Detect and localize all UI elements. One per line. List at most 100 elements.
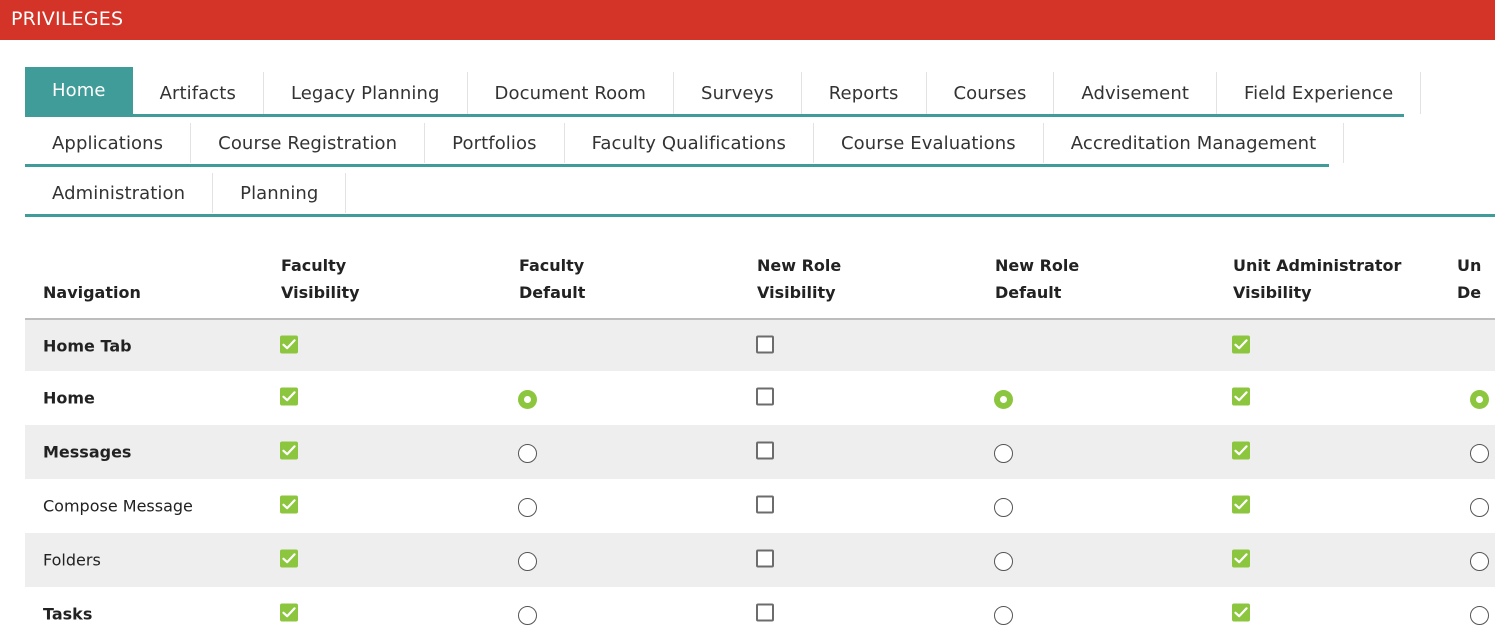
- unitadmin-default-radio[interactable]: [1470, 444, 1489, 464]
- row-label: Tasks: [43, 604, 93, 624]
- check-mark-icon: [1234, 553, 1248, 564]
- faculty-visibility-checkbox[interactable]: [280, 549, 298, 568]
- tab-surveys[interactable]: Surveys: [674, 72, 802, 114]
- unitadmin-visibility-checkbox[interactable]: [1232, 387, 1250, 406]
- faculty-default-radio[interactable]: [518, 390, 537, 410]
- faculty-default-radio[interactable]: [518, 444, 537, 464]
- check-mark-icon: [282, 445, 296, 456]
- newrole-default-radio[interactable]: [994, 498, 1013, 518]
- column-header-line2: Default: [995, 283, 1062, 302]
- column-header-navigation: Navigation: [43, 279, 141, 306]
- faculty-visibility-checkbox[interactable]: [280, 495, 298, 514]
- unitadmin-visibility-checkbox[interactable]: [1232, 495, 1250, 514]
- row-label: Home: [43, 388, 95, 408]
- newrole-visibility-checkbox[interactable]: [756, 335, 774, 354]
- unitadmin-default-radio[interactable]: [1470, 390, 1489, 410]
- row-label: Compose Message: [43, 496, 193, 516]
- column-header-unitadmin-visibility: Unit Administrator Visibility: [1233, 252, 1401, 306]
- column-header-unitadmin-default: Un De: [1457, 252, 1481, 306]
- check-mark-icon: [1234, 445, 1248, 456]
- newrole-visibility-checkbox[interactable]: [756, 495, 774, 514]
- newrole-default-radio[interactable]: [994, 390, 1013, 410]
- column-header-line2: Visibility: [757, 283, 836, 302]
- tab-row-1: Home Artifacts Legacy Planning Document …: [25, 67, 1422, 117]
- faculty-default-radio[interactable]: [518, 606, 537, 626]
- tab-planning[interactable]: Planning: [213, 173, 347, 213]
- unitadmin-visibility-checkbox[interactable]: [1232, 549, 1250, 568]
- faculty-visibility-checkbox[interactable]: [280, 387, 298, 406]
- column-header-line1: Faculty: [281, 256, 347, 275]
- tab-course-registration[interactable]: Course Registration: [191, 123, 426, 163]
- table-body: Home Tab Home Messages Compose Message Folde…: [25, 320, 1495, 641]
- page-title: PRIVILEGES: [11, 8, 124, 30]
- column-header-line1: New Role: [757, 256, 842, 275]
- column-header-line1: Faculty: [519, 256, 585, 275]
- newrole-visibility-checkbox[interactable]: [756, 387, 774, 406]
- check-mark-icon: [1234, 391, 1248, 402]
- row-label: Home Tab: [43, 336, 132, 355]
- column-header-line1: Unit Administrator: [1233, 256, 1402, 275]
- faculty-visibility-checkbox[interactable]: [280, 603, 298, 622]
- column-header-line2: De: [1457, 283, 1482, 302]
- tab-row-2: Applications Course Registration Portfol…: [25, 117, 1345, 167]
- check-mark-icon: [282, 607, 296, 618]
- check-mark-icon: [282, 391, 296, 402]
- tab-advisement[interactable]: Advisement: [1054, 72, 1218, 114]
- unitadmin-default-radio[interactable]: [1470, 552, 1489, 572]
- tab-artifacts[interactable]: Artifacts: [133, 72, 264, 114]
- unitadmin-default-radio[interactable]: [1470, 606, 1489, 626]
- tab-administration[interactable]: Administration: [25, 173, 214, 213]
- column-header-newrole-visibility: New Role Visibility: [757, 252, 841, 306]
- tab-document-room[interactable]: Document Room: [468, 72, 675, 114]
- tab-field-experience[interactable]: Field Experience: [1217, 72, 1422, 114]
- row-label: Folders: [43, 550, 101, 570]
- faculty-visibility-checkbox[interactable]: [280, 441, 298, 460]
- page-header: PRIVILEGES: [0, 0, 1495, 40]
- check-mark-icon: [282, 499, 296, 510]
- check-mark-icon: [282, 338, 296, 349]
- unitadmin-visibility-checkbox[interactable]: [1232, 441, 1250, 460]
- newrole-visibility-checkbox[interactable]: [756, 549, 774, 568]
- row-label: Messages: [43, 442, 132, 462]
- faculty-default-radio[interactable]: [518, 552, 537, 572]
- tab-course-evaluations[interactable]: Course Evaluations: [814, 123, 1044, 163]
- faculty-default-radio[interactable]: [518, 498, 537, 518]
- tab-applications[interactable]: Applications: [25, 123, 192, 163]
- table-row: Messages: [25, 425, 1495, 479]
- table-row: Folders: [25, 533, 1495, 587]
- unitadmin-visibility-checkbox[interactable]: [1232, 335, 1250, 354]
- check-mark-icon: [1234, 499, 1248, 510]
- table-row: Tasks: [25, 587, 1495, 641]
- tab-accreditation-management[interactable]: Accreditation Management: [1044, 123, 1345, 163]
- tab-home[interactable]: Home: [25, 67, 133, 114]
- tab-bar: Home Artifacts Legacy Planning Document …: [25, 67, 1495, 217]
- privileges-table: Navigation Faculty Visibility Faculty De…: [25, 250, 1495, 641]
- column-header-line2: Visibility: [1233, 283, 1312, 302]
- newrole-default-radio[interactable]: [994, 552, 1013, 572]
- unitadmin-visibility-checkbox[interactable]: [1232, 603, 1250, 622]
- column-header-line1: New Role: [995, 256, 1080, 275]
- tab-portfolios[interactable]: Portfolios: [425, 123, 565, 163]
- table-header: Navigation Faculty Visibility Faculty De…: [25, 250, 1495, 320]
- newrole-default-radio[interactable]: [994, 444, 1013, 464]
- tab-row-3: Administration Planning: [25, 167, 1495, 217]
- column-header-line1: Un: [1457, 256, 1482, 275]
- newrole-visibility-checkbox[interactable]: [756, 441, 774, 460]
- faculty-visibility-checkbox[interactable]: [280, 335, 298, 354]
- check-mark-icon: [1234, 607, 1248, 618]
- check-mark-icon: [282, 553, 296, 564]
- column-header-faculty-visibility: Faculty Visibility: [281, 252, 360, 306]
- table-row: Compose Message: [25, 479, 1495, 533]
- newrole-default-radio[interactable]: [994, 606, 1013, 626]
- tab-courses[interactable]: Courses: [927, 72, 1055, 114]
- tab-faculty-qualifications[interactable]: Faculty Qualifications: [565, 123, 815, 163]
- column-header-line2: Default: [519, 283, 586, 302]
- table-row: Home: [25, 371, 1495, 425]
- check-mark-icon: [1234, 338, 1248, 349]
- unitadmin-default-radio[interactable]: [1470, 498, 1489, 518]
- column-header-newrole-default: New Role Default: [995, 252, 1079, 306]
- column-header-faculty-default: Faculty Default: [519, 252, 585, 306]
- tab-legacy-planning[interactable]: Legacy Planning: [264, 72, 468, 114]
- newrole-visibility-checkbox[interactable]: [756, 603, 774, 622]
- tab-reports[interactable]: Reports: [802, 72, 927, 114]
